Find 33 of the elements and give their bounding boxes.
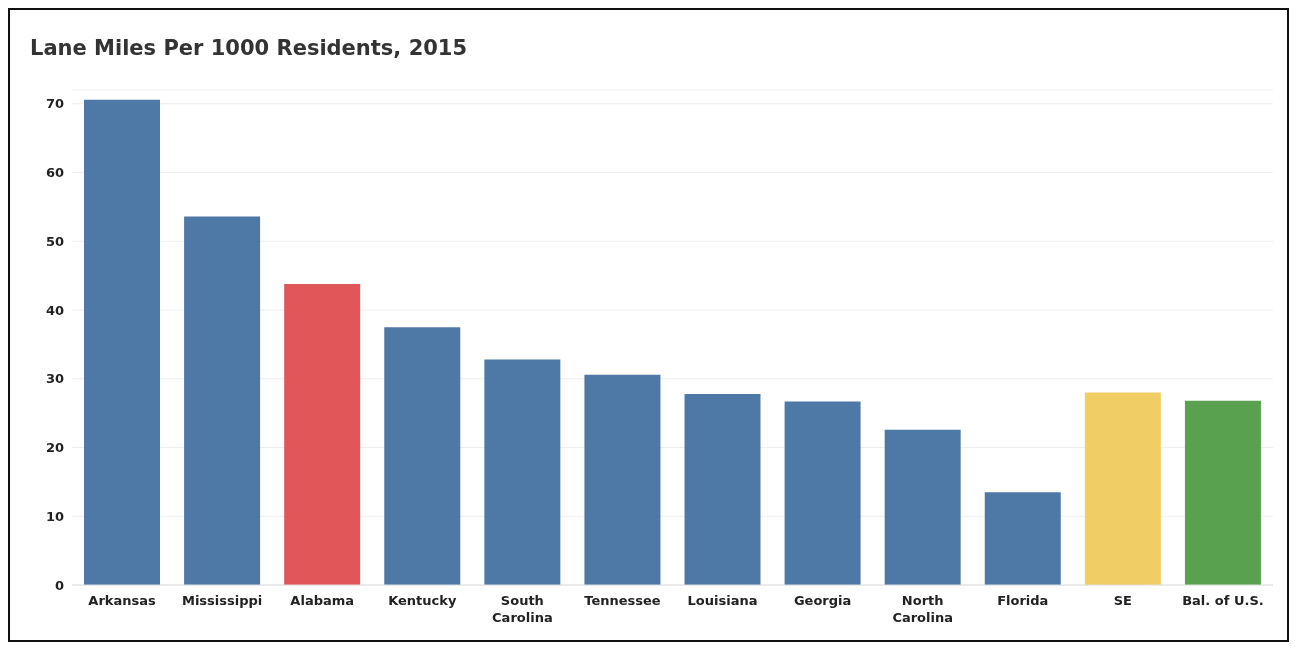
x-tick-label: Louisiana bbox=[687, 593, 758, 608]
x-tick-label: Tennessee bbox=[584, 593, 661, 608]
x-tick-label: Bal. of U.S. bbox=[1182, 593, 1264, 608]
y-tick-label: 20 bbox=[45, 440, 64, 456]
bar bbox=[384, 327, 461, 585]
x-tick-label: Kentucky bbox=[388, 593, 457, 608]
bar bbox=[984, 492, 1061, 585]
bar bbox=[284, 283, 361, 585]
y-tick-label: 50 bbox=[45, 233, 64, 249]
bar bbox=[1184, 400, 1261, 585]
x-tick-label: Arkansas bbox=[88, 593, 156, 608]
bar bbox=[884, 429, 961, 585]
bar bbox=[784, 401, 861, 585]
y-tick-label: 60 bbox=[45, 165, 64, 181]
bar bbox=[584, 374, 661, 585]
x-tick-label: Alabama bbox=[290, 593, 355, 608]
x-tick-label: Florida bbox=[997, 593, 1049, 608]
bar bbox=[1084, 392, 1161, 585]
chart-title: Lane Miles Per 1000 Residents, 2015 bbox=[30, 36, 468, 60]
x-tick-label: Georgia bbox=[793, 593, 852, 608]
y-tick-label: 0 bbox=[54, 577, 64, 593]
bar bbox=[84, 99, 161, 585]
bar bbox=[684, 393, 761, 585]
y-tick-label: 10 bbox=[45, 508, 64, 524]
x-tick-label: South Carolina bbox=[492, 593, 553, 625]
y-tick-label: 70 bbox=[45, 96, 64, 112]
y-tick-label: 40 bbox=[45, 302, 64, 318]
bar bbox=[484, 359, 561, 585]
bar bbox=[184, 216, 261, 585]
x-tick-label: North Carolina bbox=[892, 593, 954, 625]
x-tick-label: Mississippi bbox=[181, 593, 263, 608]
x-tick-label: SE bbox=[1113, 593, 1132, 608]
y-tick-label: 30 bbox=[45, 371, 64, 387]
